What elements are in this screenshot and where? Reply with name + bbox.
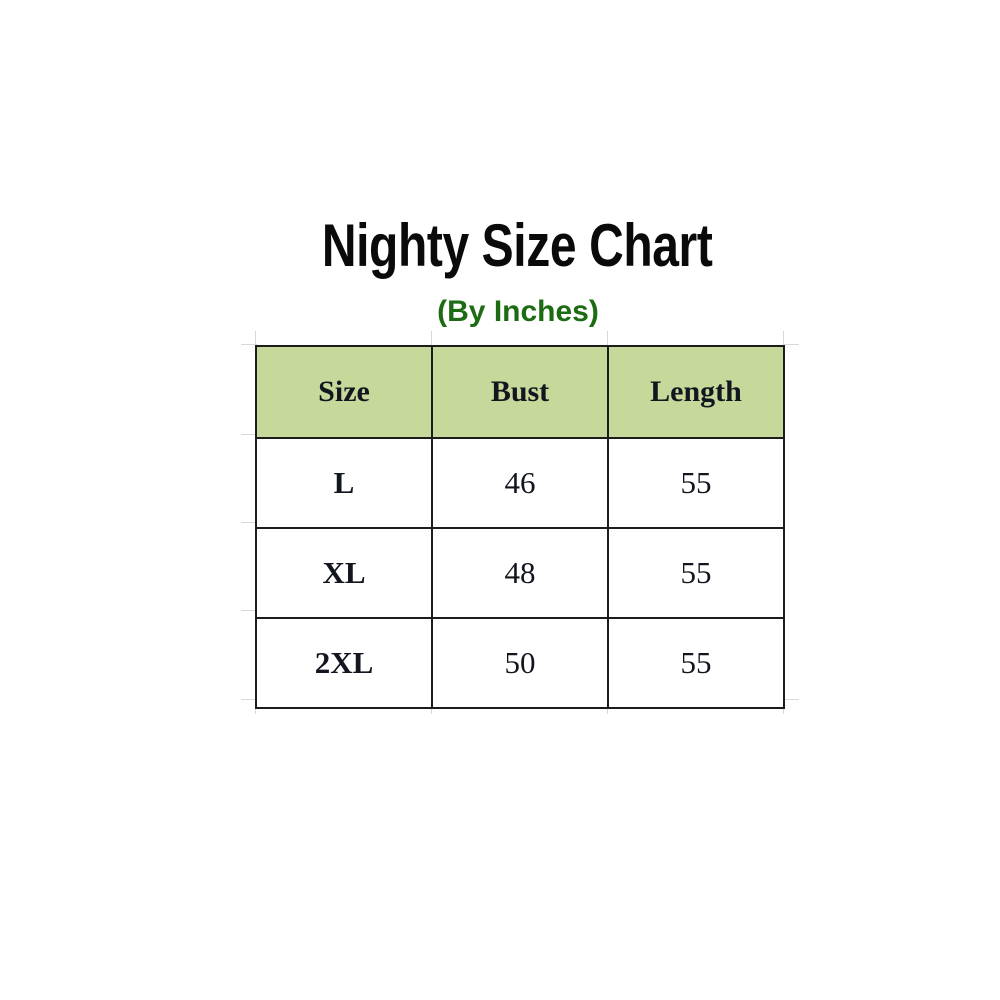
page-title: Nighty Size Chart <box>322 212 713 279</box>
cell-length: 55 <box>607 437 785 529</box>
cell-bust: 48 <box>431 527 609 619</box>
table-row: XL 48 55 <box>255 527 785 619</box>
gridline-stub-col3-above <box>783 331 784 345</box>
size-chart-table: Size Bust Length L 46 55 XL 48 55 2XL 50… <box>255 345 785 709</box>
title-block: Nighty Size Chart <box>0 214 1000 278</box>
cell-length: 55 <box>607 527 785 619</box>
gridline-stub-col2-above <box>607 331 608 345</box>
gridline-stub-bottom-left <box>241 699 257 700</box>
cell-bust: 50 <box>431 617 609 709</box>
column-header-length: Length <box>607 345 785 439</box>
gridline-stub-bottom-right <box>783 699 799 700</box>
cell-bust: 46 <box>431 437 609 529</box>
gridline-stub-col1-above <box>431 331 432 345</box>
table-header-row: Size Bust Length <box>255 345 785 439</box>
gridline-stub-row2-left <box>241 522 257 523</box>
column-header-size: Size <box>255 345 433 439</box>
cell-size: XL <box>255 527 433 619</box>
cell-length: 55 <box>607 617 785 709</box>
table-row: 2XL 50 55 <box>255 617 785 709</box>
column-header-bust: Bust <box>431 345 609 439</box>
gridline-stub-col0-above <box>255 331 256 345</box>
cell-size: 2XL <box>255 617 433 709</box>
gridline-stub-row1-left <box>241 434 257 435</box>
table-row: L 46 55 <box>255 437 785 529</box>
gridline-stub-top-left <box>241 344 257 345</box>
gridline-stub-top-right <box>783 344 799 345</box>
page-subtitle: (By Inches) <box>437 295 599 328</box>
cell-size: L <box>255 437 433 529</box>
gridline-stub-row3-left <box>241 610 257 611</box>
